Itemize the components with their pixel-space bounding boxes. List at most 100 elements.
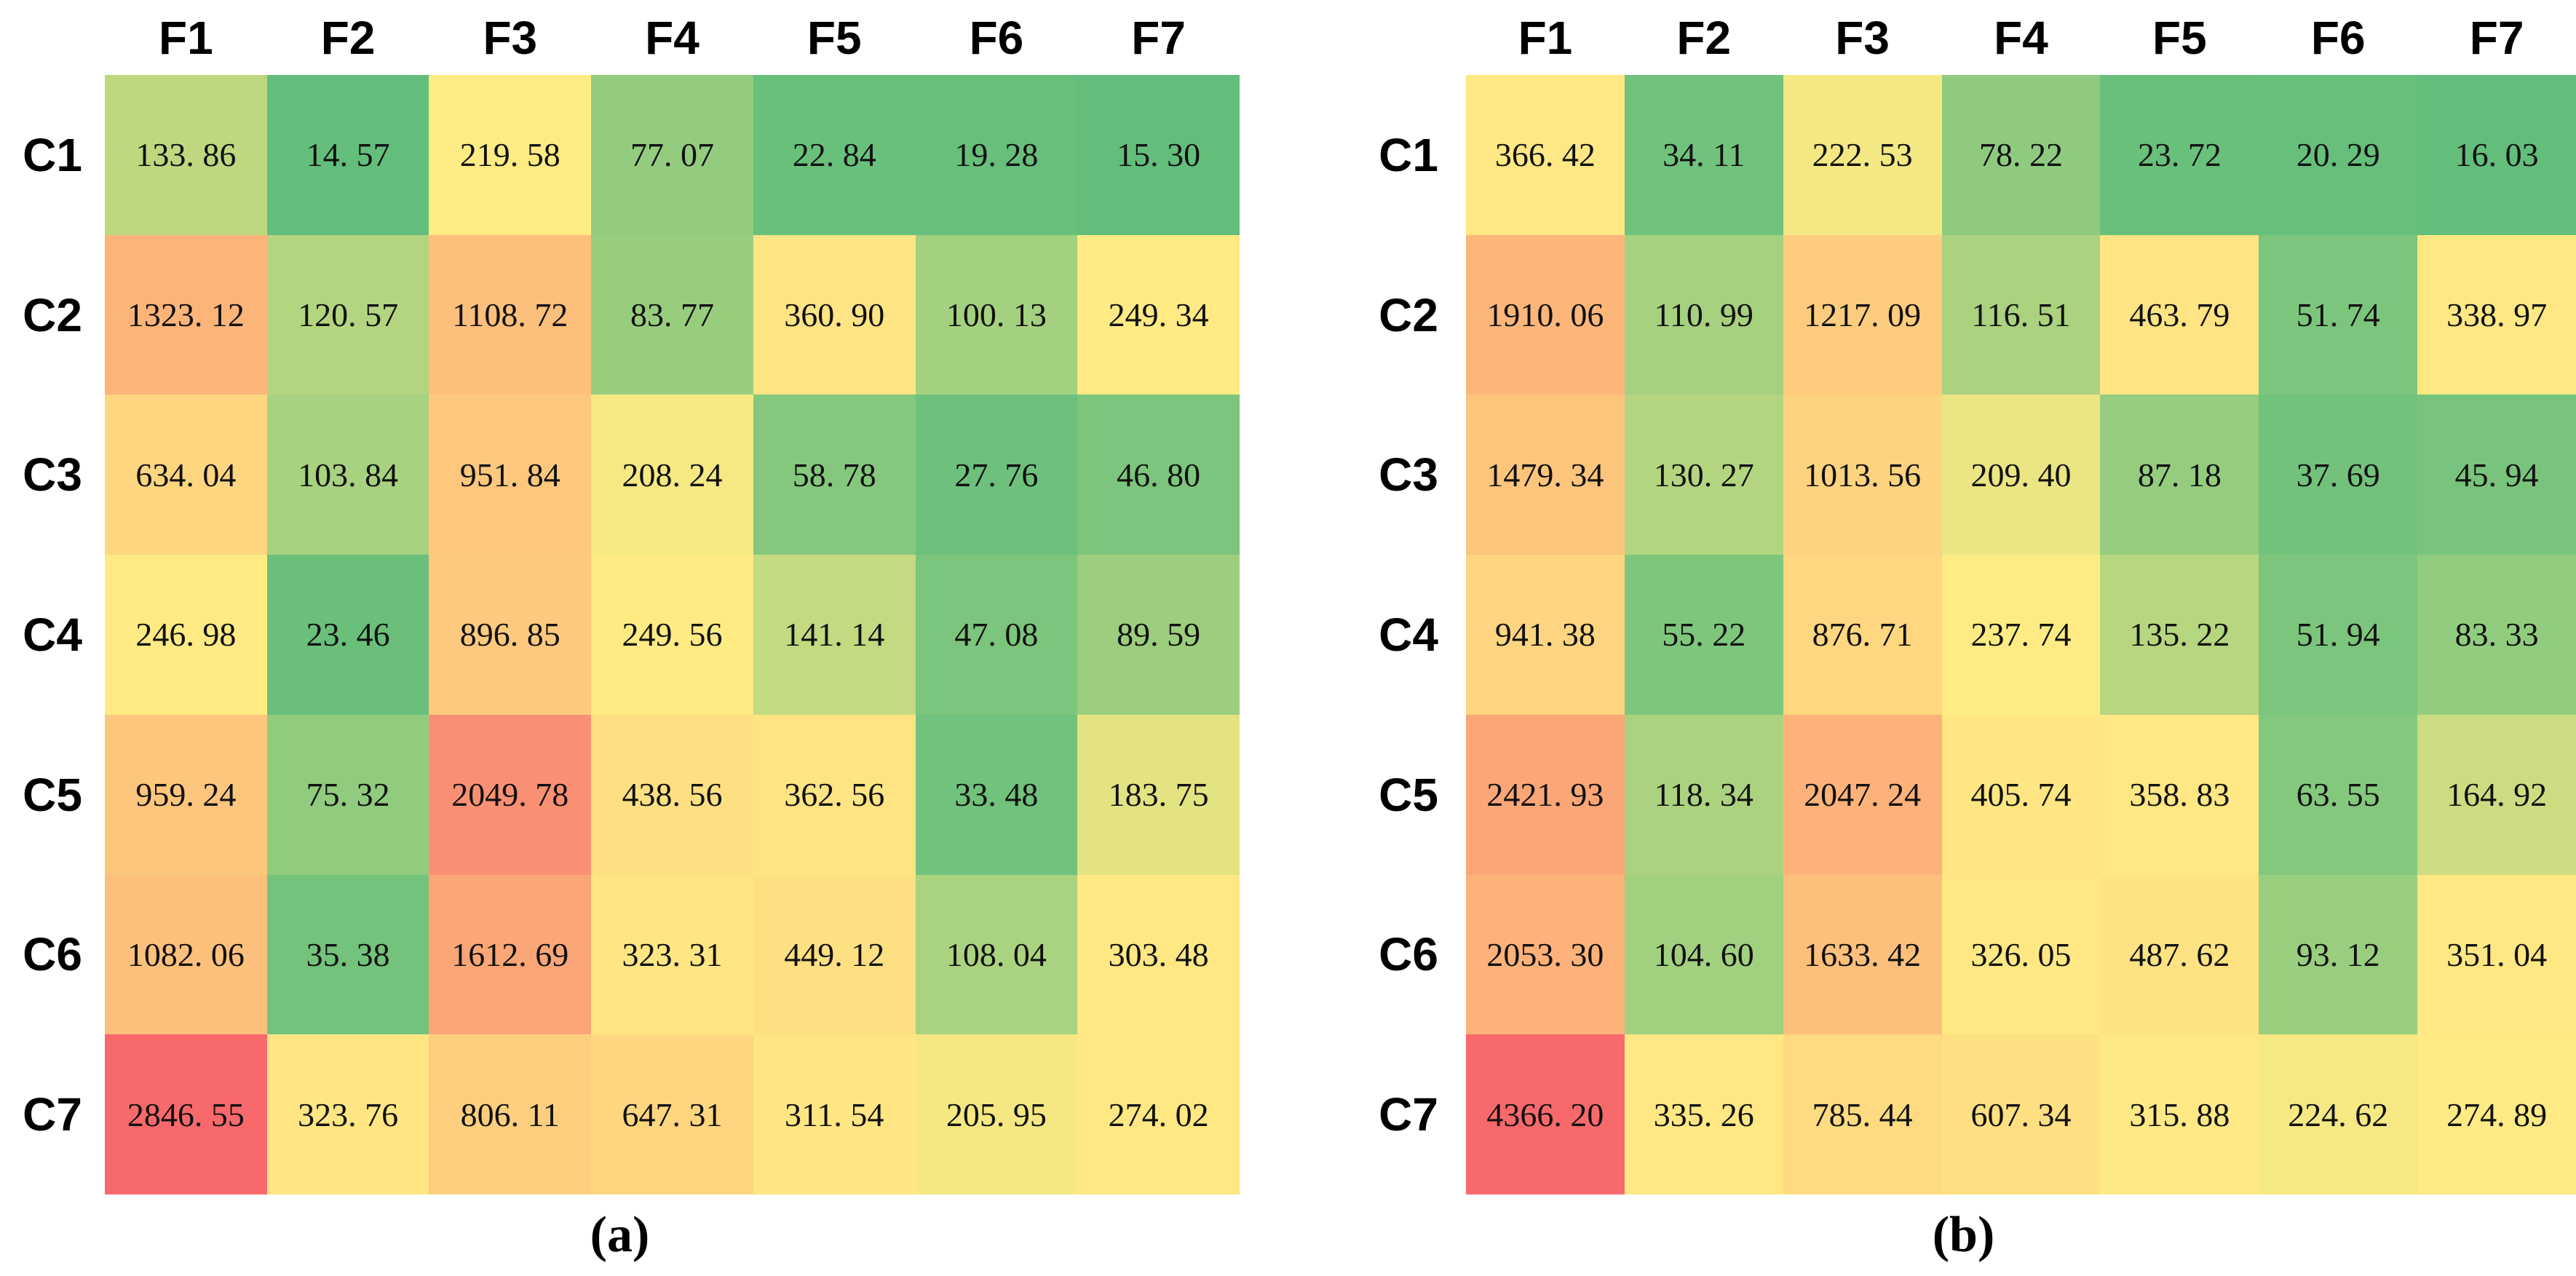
b-cell-C7-F7: 274. 89: [2417, 1034, 2576, 1194]
b-cell-C5-F6: 63. 55: [2259, 714, 2418, 875]
b-cell-C5-F1: 2421. 93: [1466, 714, 1625, 875]
a-cell-C7-F4: 647. 31: [591, 1034, 753, 1194]
a-cell-C1-F4: 77. 07: [591, 75, 753, 235]
b-row-header-C7: C7: [1379, 1088, 1438, 1141]
a-col-header-F2: F2: [320, 11, 376, 64]
b-cell-C3-F6: 37. 69: [2259, 395, 2418, 555]
a-cell-C3-F5: 58. 78: [753, 395, 916, 555]
b-cell-C6-F1: 2053. 30: [1466, 874, 1625, 1035]
b-cell-C1-F1: 366. 42: [1466, 75, 1625, 235]
heatmap-panel-b: F1 F2 F3 F4 F5 F6 F7 C1 366. 42 34. 11 222. 53 78. …: [1351, 0, 2576, 1276]
b-cell-C5-F5: 358. 83: [2100, 714, 2259, 875]
b-cell-C5-F2: 118. 34: [1624, 714, 1783, 875]
a-cell-C3-F7: 46. 80: [1077, 395, 1240, 555]
a-cell-C3-F2: 103. 84: [266, 395, 429, 555]
a-row-header-C3: C3: [23, 448, 82, 502]
a-cell-C6-F7: 303. 48: [1077, 874, 1240, 1035]
b-cell-C1-F5: 23. 72: [2100, 75, 2259, 235]
a-cell-C3-F6: 27. 76: [915, 395, 1078, 555]
b-cell-C4-F6: 51. 94: [2259, 555, 2418, 715]
b-cell-C2-F4: 116. 51: [1941, 234, 2101, 395]
a-cell-C5-F3: 2049. 78: [429, 714, 592, 875]
b-col-header-F4: F4: [1994, 11, 2048, 64]
a-cell-C7-F1: 2846. 55: [105, 1034, 267, 1194]
a-cell-C6-F3: 1612. 69: [429, 874, 592, 1035]
heatmap-panel-a: F1 F2 F3 F4 F5 F6 F7 C1 133. 86 14. 57 219. 58 77. …: [0, 0, 1240, 1276]
a-cell-C2-F5: 360. 90: [753, 234, 916, 395]
a-cell-C7-F7: 274. 02: [1077, 1034, 1240, 1194]
b-cell-C4-F2: 55. 22: [1624, 555, 1783, 715]
b-cell-C7-F1: 4366. 20: [1466, 1034, 1625, 1194]
b-col-header-F5: F5: [2152, 11, 2207, 64]
a-cell-C4-F5: 141. 14: [753, 555, 916, 715]
a-col-header-F6: F6: [969, 11, 1024, 64]
b-row-header-C4: C4: [1379, 608, 1438, 661]
a-cell-C7-F3: 806. 11: [429, 1034, 592, 1194]
a-row-header-C5: C5: [23, 768, 82, 821]
a-cell-C1-F3: 219. 58: [429, 75, 592, 235]
b-cell-C2-F5: 463. 79: [2100, 234, 2259, 395]
a-cell-C6-F2: 35. 38: [266, 874, 429, 1035]
a-cell-C1-F5: 22. 84: [753, 75, 916, 235]
a-cell-C6-F6: 108. 04: [915, 874, 1078, 1035]
b-row-header-C5: C5: [1379, 768, 1438, 821]
b-cell-C6-F2: 104. 60: [1624, 874, 1783, 1035]
b-cell-C4-F5: 135. 22: [2100, 555, 2259, 715]
a-cell-C3-F3: 951. 84: [429, 395, 592, 555]
panel-a-caption: (a): [590, 1206, 650, 1263]
panel-b-caption: (b): [1932, 1206, 1995, 1263]
a-cell-C5-F2: 75. 32: [266, 714, 429, 875]
b-cell-C7-F2: 335. 26: [1624, 1034, 1783, 1194]
b-cell-C7-F6: 224. 62: [2259, 1034, 2418, 1194]
b-cell-C3-F3: 1013. 56: [1783, 395, 1942, 555]
b-corner-spacer: [1351, 0, 1466, 75]
b-cell-C6-F6: 93. 12: [2259, 874, 2418, 1035]
b-cell-C1-F4: 78. 22: [1941, 75, 2101, 235]
b-cell-C7-F5: 315. 88: [2100, 1034, 2259, 1194]
a-cell-C7-F2: 323. 76: [266, 1034, 429, 1194]
b-cell-C2-F2: 110. 99: [1624, 234, 1783, 395]
a-cell-C4-F3: 896. 85: [429, 555, 592, 715]
a-col-header-F1: F1: [159, 11, 213, 64]
b-cell-C5-F3: 2047. 24: [1783, 714, 1942, 875]
a-row-header-C2: C2: [23, 288, 82, 341]
a-cell-C5-F5: 362. 56: [753, 714, 916, 875]
a-cell-C4-F7: 89. 59: [1077, 555, 1240, 715]
a-cell-C3-F4: 208. 24: [591, 395, 753, 555]
a-cell-C2-F3: 1108. 72: [429, 234, 592, 395]
b-cell-C6-F3: 1633. 42: [1783, 874, 1942, 1035]
a-cell-C1-F1: 133. 86: [105, 75, 267, 235]
b-cell-C4-F1: 941. 38: [1466, 555, 1625, 715]
a-cell-C1-F6: 19. 28: [915, 75, 1078, 235]
a-cell-C2-F1: 1323. 12: [105, 234, 267, 395]
b-cell-C6-F5: 487. 62: [2100, 874, 2259, 1035]
a-cell-C6-F5: 449. 12: [753, 874, 916, 1035]
a-row-header-C7: C7: [23, 1088, 82, 1141]
b-cell-C3-F7: 45. 94: [2417, 395, 2576, 555]
a-cell-C1-F2: 14. 57: [266, 75, 429, 235]
a-cell-C5-F6: 33. 48: [915, 714, 1078, 875]
b-cell-C7-F3: 785. 44: [1783, 1034, 1942, 1194]
b-cell-C3-F2: 130. 27: [1624, 395, 1783, 555]
a-cell-C2-F4: 83. 77: [591, 234, 753, 395]
b-col-header-F3: F3: [1835, 11, 1890, 64]
a-cell-C7-F5: 311. 54: [753, 1034, 916, 1194]
b-cell-C4-F4: 237. 74: [1941, 555, 2101, 715]
b-cell-C3-F4: 209. 40: [1941, 395, 2101, 555]
a-corner-spacer: [0, 0, 105, 75]
b-cell-C2-F3: 1217. 09: [1783, 234, 1942, 395]
b-col-header-F6: F6: [2310, 11, 2366, 64]
b-cell-C3-F5: 87. 18: [2100, 395, 2259, 555]
a-col-header-F3: F3: [483, 11, 538, 64]
b-row-header-C1: C1: [1379, 128, 1438, 181]
b-cell-C3-F1: 1479. 34: [1466, 395, 1625, 555]
b-cell-C1-F7: 16. 03: [2417, 75, 2576, 235]
a-row-header-C4: C4: [23, 608, 82, 661]
b-cell-C2-F7: 338. 97: [2417, 234, 2576, 395]
a-cell-C4-F1: 246. 98: [105, 555, 267, 715]
b-cell-C1-F6: 20. 29: [2259, 75, 2418, 235]
b-row-header-C3: C3: [1379, 448, 1438, 502]
a-cell-C4-F6: 47. 08: [915, 555, 1078, 715]
a-cell-C5-F1: 959. 24: [105, 714, 267, 875]
